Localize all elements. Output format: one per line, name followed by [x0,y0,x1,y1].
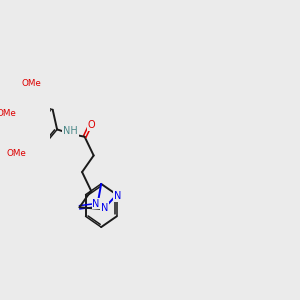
Text: N: N [92,199,100,208]
Text: OMe: OMe [22,79,41,88]
Text: O: O [88,120,95,130]
Text: N: N [114,191,122,201]
Text: OMe: OMe [6,149,26,158]
Text: N: N [101,203,108,213]
Text: NH: NH [63,126,78,136]
Text: OMe: OMe [0,109,17,118]
